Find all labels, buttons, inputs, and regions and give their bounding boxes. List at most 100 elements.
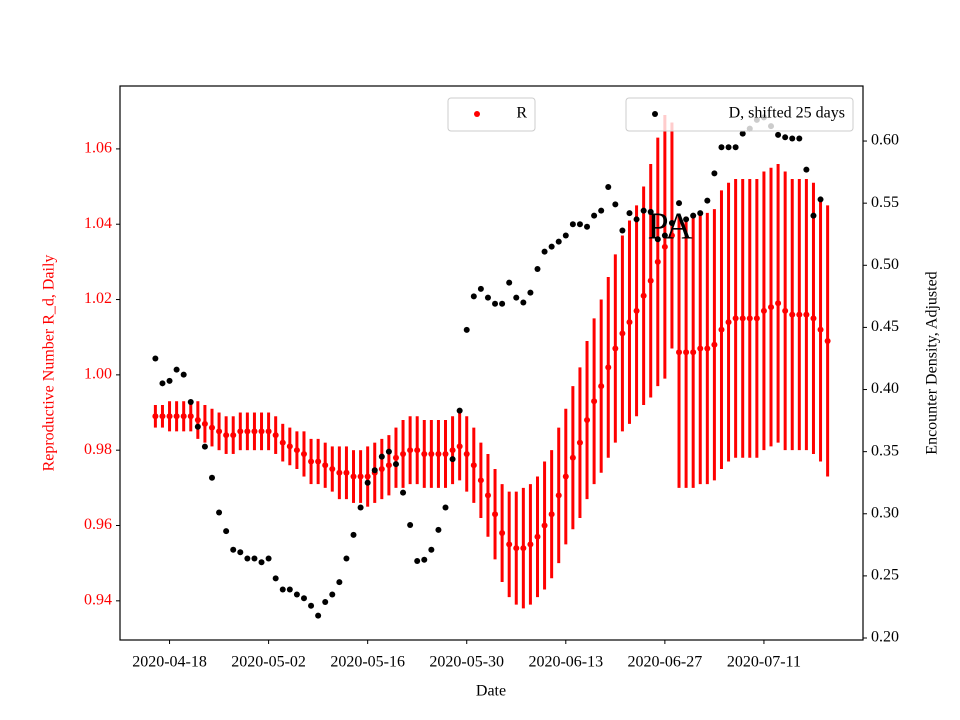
data-point — [414, 447, 421, 454]
data-point — [683, 216, 690, 223]
data-point — [159, 413, 166, 420]
data-point — [322, 598, 329, 605]
data-point — [477, 285, 484, 292]
y-tick-label: 0.96 — [84, 516, 112, 533]
data-point — [201, 420, 208, 427]
data-point — [166, 377, 173, 384]
data-point — [470, 462, 477, 469]
data-point — [414, 557, 421, 564]
plot-frame — [119, 85, 864, 641]
data-point — [690, 212, 697, 219]
data-point — [477, 477, 484, 484]
data-point — [640, 207, 647, 214]
data-point — [562, 473, 569, 480]
data-point — [619, 227, 626, 234]
data-point — [775, 131, 782, 138]
data-point — [392, 454, 399, 461]
x-axis-label: Date — [476, 683, 506, 700]
data-point — [463, 326, 470, 333]
data-point — [230, 432, 237, 439]
data-point — [739, 130, 746, 137]
data-point — [428, 546, 435, 553]
data-point — [484, 492, 491, 499]
data-point — [322, 462, 329, 469]
data-point — [817, 196, 824, 203]
y-tick-label: 1.06 — [84, 140, 112, 157]
data-point — [605, 184, 612, 191]
data-point — [187, 413, 194, 420]
legend-label: R — [516, 105, 527, 122]
data-point — [230, 546, 237, 553]
data-point — [449, 456, 456, 463]
data-point — [817, 326, 824, 333]
data-point — [499, 300, 506, 307]
data-point — [506, 279, 513, 286]
data-point — [201, 443, 208, 450]
data-point — [534, 533, 541, 540]
data-point — [704, 197, 711, 204]
data-point — [180, 371, 187, 378]
data-point — [315, 458, 322, 465]
y2-tick-label: 0.20 — [871, 629, 899, 646]
data-point — [407, 521, 414, 528]
data-point — [336, 469, 343, 476]
data-point — [633, 216, 640, 223]
x-tick-label: 2020-04-18 — [132, 654, 207, 671]
data-point — [329, 466, 336, 473]
data-point — [725, 144, 732, 151]
data-point — [640, 292, 647, 299]
data-point — [725, 319, 732, 326]
data-point — [647, 277, 654, 284]
data-point — [810, 212, 817, 219]
data-point — [683, 349, 690, 356]
data-point — [272, 432, 279, 439]
data-point — [279, 439, 286, 446]
data-point — [584, 417, 591, 424]
y2-tick-label: 0.25 — [871, 567, 899, 584]
data-point — [555, 492, 562, 499]
data-point — [187, 398, 194, 405]
data-point — [350, 473, 357, 480]
data-point — [803, 311, 810, 318]
data-point — [704, 345, 711, 352]
data-point — [732, 144, 739, 151]
data-point — [194, 423, 201, 430]
data-point — [690, 349, 697, 356]
legend-box — [625, 97, 854, 132]
data-point — [739, 315, 746, 322]
data-point — [492, 300, 499, 307]
data-point — [463, 450, 470, 457]
data-point — [456, 407, 463, 414]
data-point — [456, 443, 463, 450]
data-point — [548, 511, 555, 518]
data-point — [718, 144, 725, 151]
data-point — [152, 355, 159, 362]
data-point — [513, 545, 520, 552]
data-point — [626, 210, 633, 217]
data-point — [166, 413, 173, 420]
data-point — [315, 612, 322, 619]
y2-tick-label: 0.45 — [871, 318, 899, 335]
data-point — [548, 243, 555, 250]
data-point — [350, 531, 357, 538]
data-point — [428, 450, 435, 457]
data-point — [796, 135, 803, 142]
data-point — [492, 511, 499, 518]
data-point — [612, 201, 619, 208]
data-point — [159, 380, 166, 387]
y-tick-label: 1.04 — [84, 215, 112, 232]
data-point — [364, 479, 371, 486]
data-point — [308, 458, 315, 465]
y2-axis-label: Encounter Density, Adjusted — [924, 271, 941, 454]
y-tick-label: 0.98 — [84, 441, 112, 458]
data-point — [357, 473, 364, 480]
data-point — [237, 549, 244, 556]
data-point — [569, 454, 576, 461]
data-point — [782, 307, 789, 314]
annotation: PA — [647, 206, 693, 248]
data-point — [378, 466, 385, 473]
x-tick-label: 2020-06-13 — [528, 654, 603, 671]
data-point — [711, 170, 718, 177]
data-point — [598, 383, 605, 390]
